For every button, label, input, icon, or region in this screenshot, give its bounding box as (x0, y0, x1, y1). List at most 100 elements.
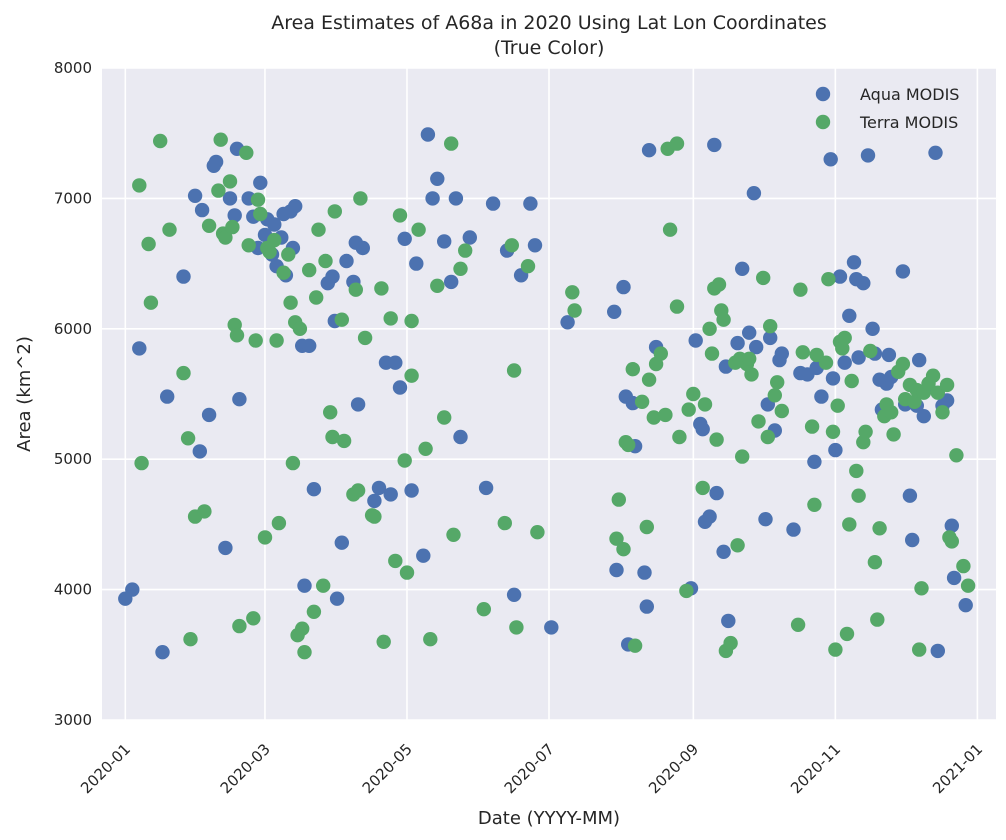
data-point (930, 643, 945, 659)
data-point (267, 217, 282, 232)
x-axis-label: Date (YYYY-MM) (478, 808, 620, 829)
data-point (430, 278, 445, 293)
data-point (669, 136, 685, 151)
data-point (194, 202, 210, 218)
data-point (774, 346, 789, 361)
data-point (192, 444, 207, 459)
data-point (201, 407, 217, 423)
data-point (560, 315, 575, 330)
data-point (763, 330, 778, 346)
data-point (250, 192, 266, 207)
data-point (444, 136, 459, 151)
data-point (742, 351, 757, 366)
data-point (476, 602, 491, 617)
data-point (621, 437, 636, 453)
data-point (895, 264, 911, 279)
data-point (627, 638, 643, 653)
data-point (825, 371, 841, 386)
data-point (418, 441, 433, 456)
data-point (825, 424, 841, 439)
x-tick-label: 2020-05 (359, 740, 416, 797)
data-point (437, 410, 452, 425)
data-point (325, 429, 340, 445)
data-point (357, 330, 373, 346)
data-point (716, 312, 731, 327)
data-point (851, 488, 866, 503)
data-point (339, 253, 354, 269)
data-point (444, 274, 459, 290)
data-point (916, 409, 931, 424)
data-point (125, 582, 140, 597)
data-point (751, 414, 766, 429)
data-point (637, 565, 652, 580)
data-point (865, 321, 880, 336)
data-point (707, 137, 722, 153)
data-point (267, 232, 282, 248)
data-point (697, 397, 713, 412)
data-point (462, 230, 477, 245)
data-point (702, 321, 717, 336)
data-point (946, 570, 962, 586)
data-point (437, 234, 452, 249)
data-point (793, 282, 808, 297)
data-point (478, 480, 494, 496)
x-tick-label: 2020-01 (77, 740, 134, 797)
data-point (425, 191, 440, 206)
data-point (912, 352, 927, 368)
data-point (658, 407, 673, 423)
data-point (837, 330, 852, 346)
data-point (416, 548, 431, 563)
data-point (297, 578, 312, 593)
data-point (641, 372, 657, 387)
data-point (316, 578, 331, 593)
data-point (141, 236, 156, 252)
data-point (383, 487, 398, 502)
data-point (392, 380, 408, 395)
y-tick-label: 3000 (54, 711, 92, 729)
data-point (392, 208, 408, 223)
data-point (928, 145, 943, 160)
data-point (867, 555, 883, 570)
data-point (213, 132, 228, 147)
data-point (271, 515, 287, 531)
y-tick-labels: 3000 4000 5000 6000 7000 8000 (54, 59, 92, 729)
data-point (821, 272, 836, 287)
x-tick-label: 2021-01 (929, 740, 986, 797)
data-point (746, 186, 762, 201)
data-point (639, 519, 654, 535)
data-point (306, 482, 322, 497)
data-point (895, 356, 911, 372)
data-point (411, 222, 426, 237)
data-point (770, 375, 785, 390)
data-point (709, 485, 724, 501)
data-point (944, 534, 959, 549)
data-point (218, 230, 233, 245)
data-point (388, 553, 403, 569)
data-point (306, 604, 322, 619)
data-point (376, 634, 391, 649)
data-point (397, 231, 412, 246)
data-point (672, 429, 687, 445)
data-point (253, 206, 268, 222)
y-tick-label: 6000 (54, 320, 92, 338)
data-point (828, 442, 843, 458)
data-point (355, 240, 370, 256)
data-point (404, 483, 419, 498)
data-point (886, 427, 901, 442)
data-point (905, 532, 920, 548)
y-tick-label: 7000 (54, 189, 92, 207)
data-point (318, 253, 333, 269)
data-point (639, 599, 654, 614)
data-point (350, 483, 366, 498)
data-point (134, 455, 149, 471)
data-point (404, 368, 419, 383)
data-point (814, 389, 829, 404)
data-point (297, 645, 312, 660)
data-point (239, 145, 254, 160)
data-point (760, 429, 775, 445)
data-point (143, 295, 159, 310)
data-point (325, 269, 340, 284)
data-point (276, 265, 291, 280)
data-point (257, 530, 273, 545)
